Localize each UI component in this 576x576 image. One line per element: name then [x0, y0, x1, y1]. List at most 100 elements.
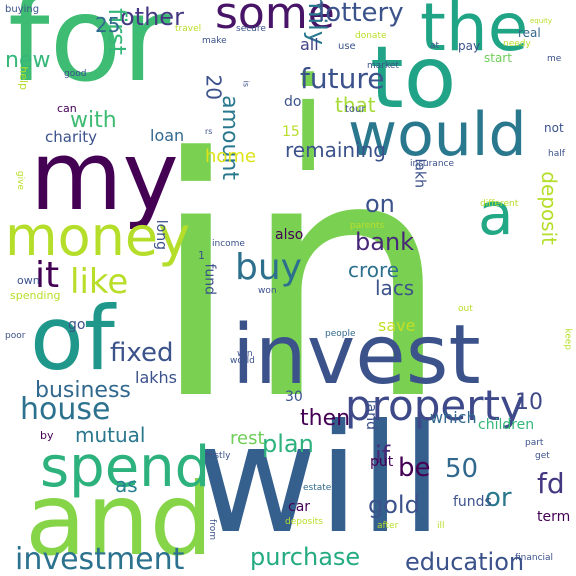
- word-plan: plan: [262, 430, 314, 458]
- word-be: be: [398, 453, 431, 483]
- word-real: real: [518, 26, 541, 40]
- word-save: save: [378, 316, 416, 335]
- word-do: do: [284, 94, 302, 110]
- word-mutual: mutual: [75, 423, 146, 447]
- word-for: for: [8, 0, 171, 108]
- word-donate: donate: [355, 31, 387, 41]
- word-charity: charity: [45, 128, 98, 146]
- word-income: income: [212, 239, 245, 249]
- word-business: business: [35, 378, 131, 403]
- word-land: land: [363, 399, 380, 430]
- word-fixed: fixed: [110, 338, 174, 368]
- word-estate: estate: [303, 483, 332, 493]
- word-loan: loan: [150, 126, 185, 145]
- word-thirty: 30: [285, 389, 303, 405]
- word-after: after: [377, 521, 399, 531]
- word-market: market: [367, 61, 399, 71]
- word-property: property: [345, 381, 525, 430]
- word-education: education: [405, 548, 525, 576]
- word-bank: bank: [355, 228, 415, 256]
- word-at: at: [430, 41, 440, 51]
- word-the: the: [420, 0, 529, 66]
- word-buy: buy: [235, 247, 302, 288]
- word-good: good: [64, 69, 87, 79]
- word-help: help: [16, 66, 30, 90]
- word-or: or: [485, 483, 512, 513]
- word-some: some: [215, 0, 335, 39]
- word-purchase: purchase: [250, 543, 361, 571]
- word-all: all: [300, 35, 319, 54]
- word-won: won: [258, 286, 277, 296]
- word-a: a: [478, 180, 514, 248]
- word-investment: investment: [15, 542, 185, 576]
- word-and: and: [25, 461, 214, 576]
- word-spending: spending: [10, 289, 61, 302]
- word-tour: tour: [345, 104, 366, 115]
- word-parents: parents: [350, 221, 385, 231]
- word-can: can: [57, 102, 77, 115]
- word-long: long: [153, 219, 170, 250]
- word-also: also: [275, 227, 304, 243]
- word-start: start: [484, 51, 512, 65]
- word-different: different: [480, 199, 519, 209]
- word-house: house: [20, 392, 111, 427]
- word-then: then: [300, 406, 351, 431]
- word-from: from: [206, 519, 217, 540]
- word-by: by: [40, 429, 54, 442]
- word-twentyfive: 25: [95, 13, 121, 37]
- word-fd: fd: [537, 467, 565, 500]
- word-twenty: 20: [201, 74, 226, 100]
- word-insurance: insurance: [410, 159, 455, 169]
- word-lacs: lacs: [375, 276, 415, 300]
- word-if: if: [375, 441, 391, 469]
- word-gold: gold: [368, 491, 420, 519]
- word-half: half: [548, 149, 565, 159]
- word-deposit: deposit: [536, 171, 561, 245]
- word-my: my: [30, 122, 179, 232]
- word-keep: keep: [562, 328, 573, 350]
- word-me: me: [547, 54, 562, 64]
- word-ill: ill: [437, 521, 445, 531]
- word-not: not: [544, 121, 564, 135]
- word-get: get: [535, 451, 550, 461]
- word-of: of: [30, 287, 115, 390]
- word-is: is: [241, 80, 251, 87]
- word-own: own: [17, 274, 40, 287]
- word-win: win: [237, 349, 253, 359]
- word-one: 1: [198, 249, 205, 262]
- word-lakhs: lakhs: [135, 368, 177, 387]
- word-in: in: [150, 88, 451, 472]
- word-like: like: [70, 262, 129, 302]
- word-deposits: deposits: [285, 517, 323, 527]
- word-buying: buying: [5, 4, 40, 15]
- word-other: other: [120, 3, 184, 31]
- word-remaining: remaining: [285, 138, 386, 162]
- word-out: out: [458, 304, 473, 314]
- word-part: part: [525, 438, 544, 448]
- word-fifty: 50: [445, 454, 479, 484]
- word-it: it: [35, 255, 60, 296]
- word-future: future: [300, 62, 385, 95]
- word-world: world: [230, 356, 255, 366]
- word-poor: poor: [5, 331, 26, 341]
- word-lottery: lottery: [318, 0, 404, 28]
- word-rs: rs: [205, 127, 213, 136]
- word-go: go: [68, 317, 86, 333]
- word-on: on: [365, 190, 395, 218]
- word-fifteen: 15: [282, 124, 300, 140]
- word-car: car: [288, 499, 311, 515]
- word-term: term: [537, 509, 571, 525]
- word-needy: needy: [503, 39, 531, 49]
- word-pay: pay: [458, 39, 481, 53]
- word-would: would: [348, 100, 527, 170]
- word-with: with: [70, 108, 117, 133]
- word-amount: amount: [216, 95, 242, 180]
- word-funds: funds: [453, 494, 492, 510]
- word-give: give: [15, 170, 26, 190]
- word-crore: crore: [348, 258, 400, 282]
- word-travel: travel: [175, 24, 202, 34]
- word-children: children: [478, 417, 535, 433]
- word-ten: 10: [515, 390, 543, 415]
- word-i: i: [290, 49, 327, 201]
